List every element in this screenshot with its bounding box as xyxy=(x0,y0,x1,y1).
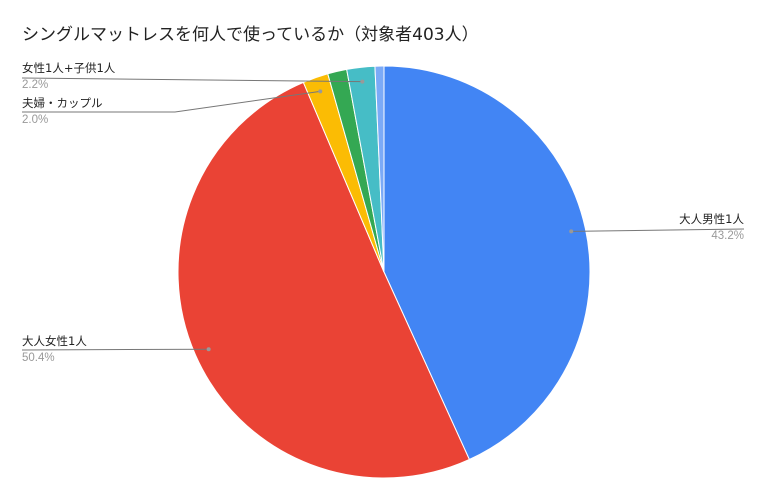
leader-dot xyxy=(360,79,365,84)
pie-slice xyxy=(383,65,591,461)
slice-label: 夫婦・カップル xyxy=(22,96,103,110)
slice-value-label: 43.2% xyxy=(711,230,744,242)
leader-line xyxy=(22,90,321,113)
leader-dot xyxy=(569,229,574,234)
slice-value-label: 2.2% xyxy=(22,79,48,91)
leader-dot xyxy=(206,347,211,352)
slice-label: 大人男性1人 xyxy=(679,212,744,226)
leader-line xyxy=(21,77,363,83)
slice-label: 大人女性1人 xyxy=(22,334,87,348)
slice-value-label: 50.4% xyxy=(22,352,55,364)
pie-slice xyxy=(177,81,471,479)
slice-label: 女性1人+子供1人 xyxy=(22,61,116,75)
slice-value-label: 2.0% xyxy=(22,114,48,126)
leader-line xyxy=(21,348,209,351)
chart-title: シングルマットレスを何人で使っているか（対象者403人） xyxy=(22,24,479,45)
leader-dot xyxy=(318,89,323,94)
leader-line xyxy=(571,228,745,232)
pie-slice xyxy=(374,65,385,273)
